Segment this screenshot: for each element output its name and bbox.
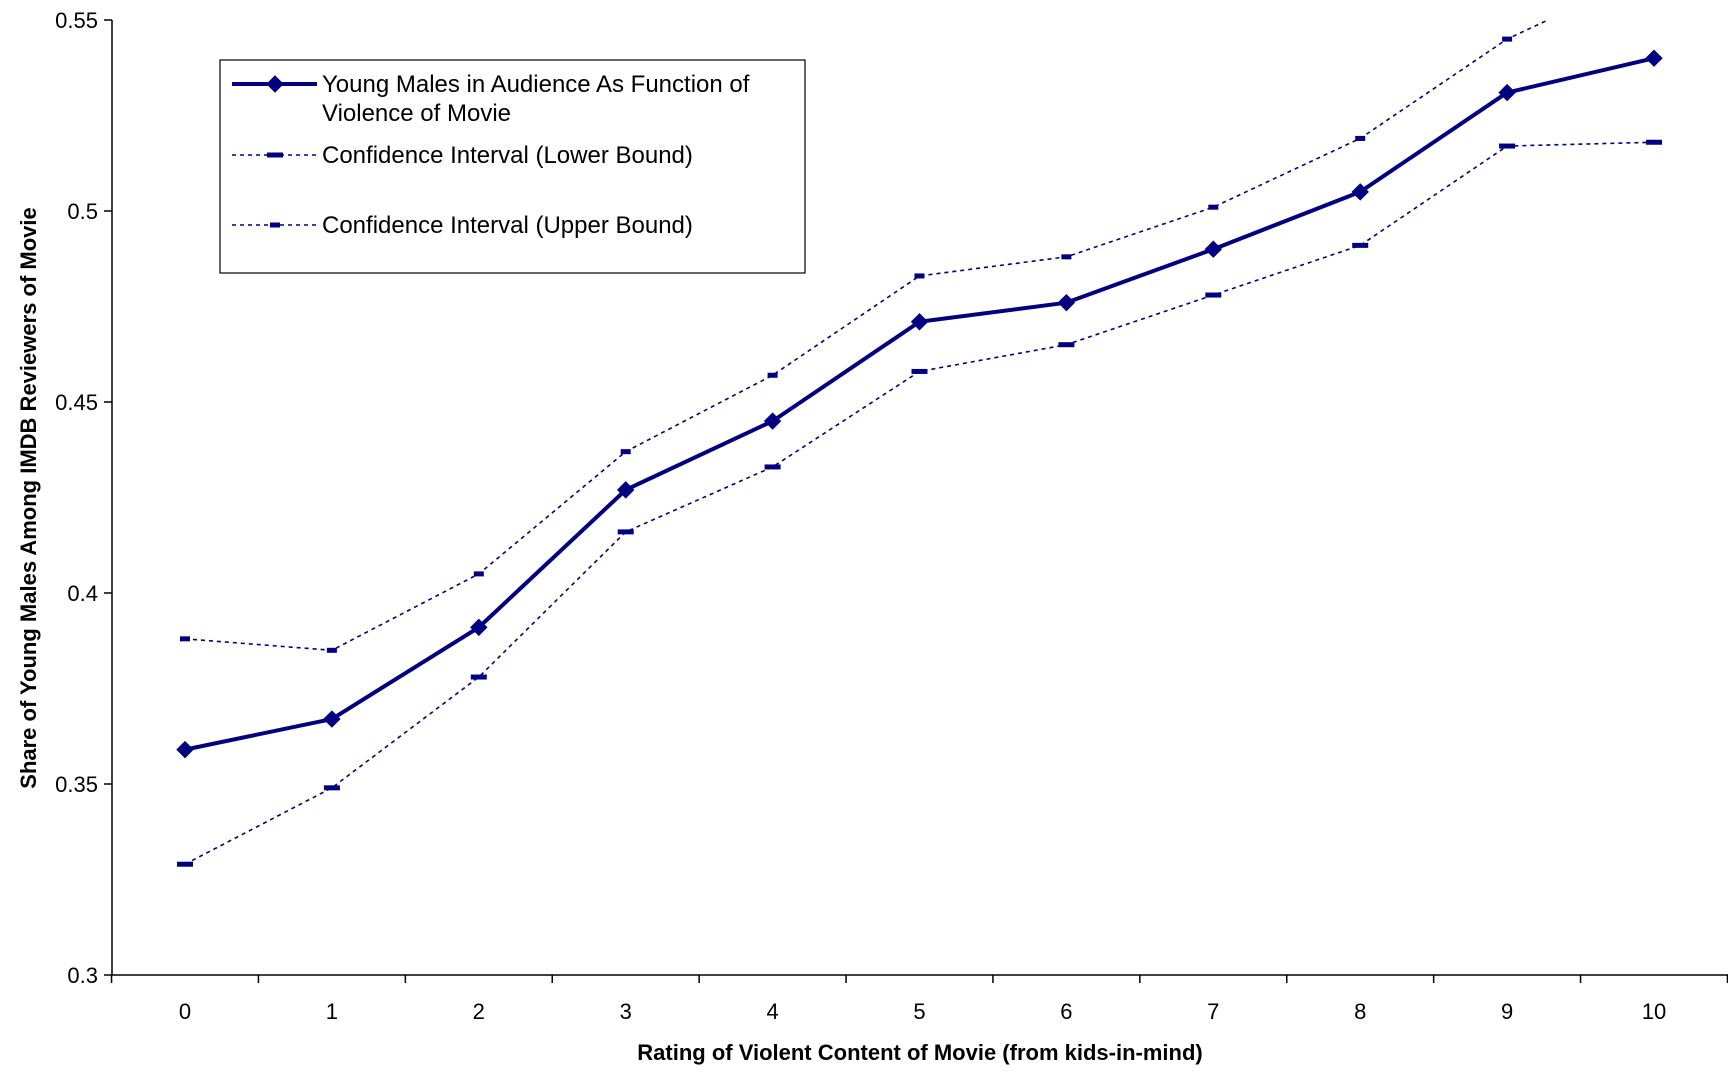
legend-marker xyxy=(270,222,280,228)
x-tick-label: 3 xyxy=(620,999,632,1024)
series-1 xyxy=(177,139,1662,867)
legend-label: Confidence Interval (Lower Bound) xyxy=(322,142,693,169)
data-point xyxy=(326,647,337,653)
y-tick-label: 0.45 xyxy=(55,390,98,415)
y-tick-label: 0.4 xyxy=(67,581,98,606)
y-tick-label: 0.3 xyxy=(67,963,98,988)
legend: Young Males in Audience As Function of Vi… xyxy=(219,59,806,274)
data-point xyxy=(1208,204,1219,210)
series-0 xyxy=(176,49,1663,759)
x-tick-label: 8 xyxy=(1354,999,1366,1024)
data-point xyxy=(1058,342,1075,348)
data-point xyxy=(1204,240,1223,258)
data-point xyxy=(910,313,929,331)
data-point xyxy=(323,710,341,728)
data-point xyxy=(323,785,340,791)
legend-entries: Young Males in Audience As Function of Vi… xyxy=(232,71,750,239)
x-tick-label: 6 xyxy=(1060,999,1072,1024)
data-point xyxy=(1645,49,1663,67)
data-point xyxy=(1498,83,1516,102)
data-point xyxy=(1352,242,1369,248)
y-tick-label: 0.55 xyxy=(55,8,98,33)
x-tick-label: 4 xyxy=(766,999,778,1024)
x-tick-label: 0 xyxy=(179,999,191,1024)
data-point xyxy=(617,529,634,535)
data-point xyxy=(1205,292,1222,298)
data-point xyxy=(1499,143,1516,149)
legend-label: Confidence Interval (Upper Bound) xyxy=(322,212,693,239)
legend-box xyxy=(219,59,806,274)
data-point xyxy=(1646,139,1662,145)
data-point xyxy=(177,861,193,867)
legend-label: Young Males in Audience As Function of Vi… xyxy=(322,71,750,127)
y-axis-title: Share of Young Males Among IMDB Reviewer… xyxy=(16,207,41,788)
x-tick-label: 1 xyxy=(326,999,338,1024)
data-point xyxy=(616,481,635,499)
data-point xyxy=(470,618,488,637)
legend-marker xyxy=(266,75,284,93)
x-tick-label: 10 xyxy=(1642,999,1666,1024)
data-point xyxy=(473,571,484,577)
x-ticks: 0 1 2 3 4 5 6 7 8 9 10 xyxy=(110,975,1728,1024)
data-point xyxy=(1351,183,1369,201)
data-point xyxy=(620,449,631,455)
legend-marker xyxy=(267,152,283,158)
x-tick-label: 5 xyxy=(913,999,925,1024)
x-tick-label: 7 xyxy=(1207,999,1219,1024)
data-point xyxy=(470,674,487,680)
y-ticks: 0.3 0.35 0.4 0.45 0.5 0.55 xyxy=(55,8,112,988)
data-point xyxy=(911,368,928,374)
x-tick-label: 2 xyxy=(473,999,485,1024)
series-layer xyxy=(176,20,1663,867)
data-point xyxy=(767,372,778,378)
data-point xyxy=(1061,254,1072,260)
y-tick-label: 0.35 xyxy=(55,772,98,797)
data-point xyxy=(1355,135,1366,141)
data-point xyxy=(914,273,925,279)
data-point xyxy=(1057,293,1076,312)
data-point xyxy=(176,740,194,759)
axes: 0.3 0.35 0.4 0.45 0.5 0.55 0 1 2 3 4 5 6 7 8 9 10 xyxy=(55,8,1728,1024)
data-point xyxy=(180,636,190,642)
y-tick-label: 0.5 xyxy=(67,199,98,224)
x-tick-label: 9 xyxy=(1501,999,1513,1024)
data-point xyxy=(764,464,781,470)
data-point xyxy=(763,412,782,430)
data-point xyxy=(1502,36,1513,42)
series-line xyxy=(184,20,1550,652)
x-axis-title: Rating of Violent Content of Movie (from… xyxy=(637,1040,1202,1065)
series-2 xyxy=(180,20,1550,653)
